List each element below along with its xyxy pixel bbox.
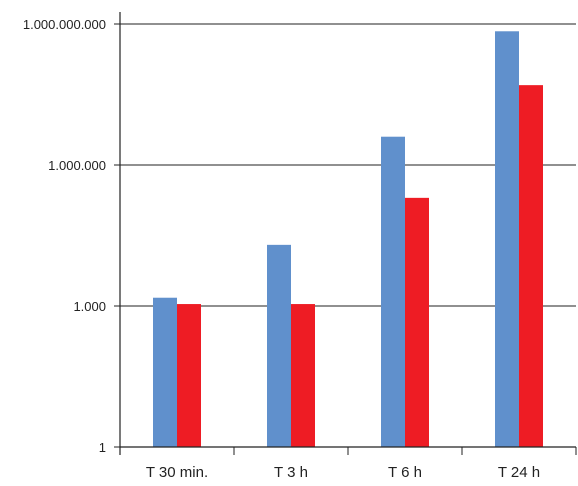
bar [381, 136, 405, 447]
bars [153, 31, 543, 447]
bar [177, 304, 201, 447]
bar [405, 197, 429, 447]
x-tick-label: T 6 h [388, 464, 422, 481]
x-tick-label: T 3 h [274, 464, 308, 481]
axes [114, 12, 577, 455]
x-tick-label: T 30 min. [146, 464, 208, 481]
bar [153, 297, 177, 447]
bar [291, 304, 315, 447]
y-tick-label: 1.000 [73, 299, 106, 314]
y-tick-label: 1.000.000 [48, 158, 106, 173]
x-tick-label: T 24 h [498, 464, 540, 481]
y-tick-label: 1.000.000.000 [23, 17, 106, 32]
bar [267, 244, 291, 447]
bar [495, 31, 519, 447]
axis-labels: 1 1.000 1.000.000 1.000.000.000 T 30 min. T 3… [23, 17, 540, 481]
bar [519, 85, 543, 447]
y-tick-label: 1 [99, 440, 106, 455]
